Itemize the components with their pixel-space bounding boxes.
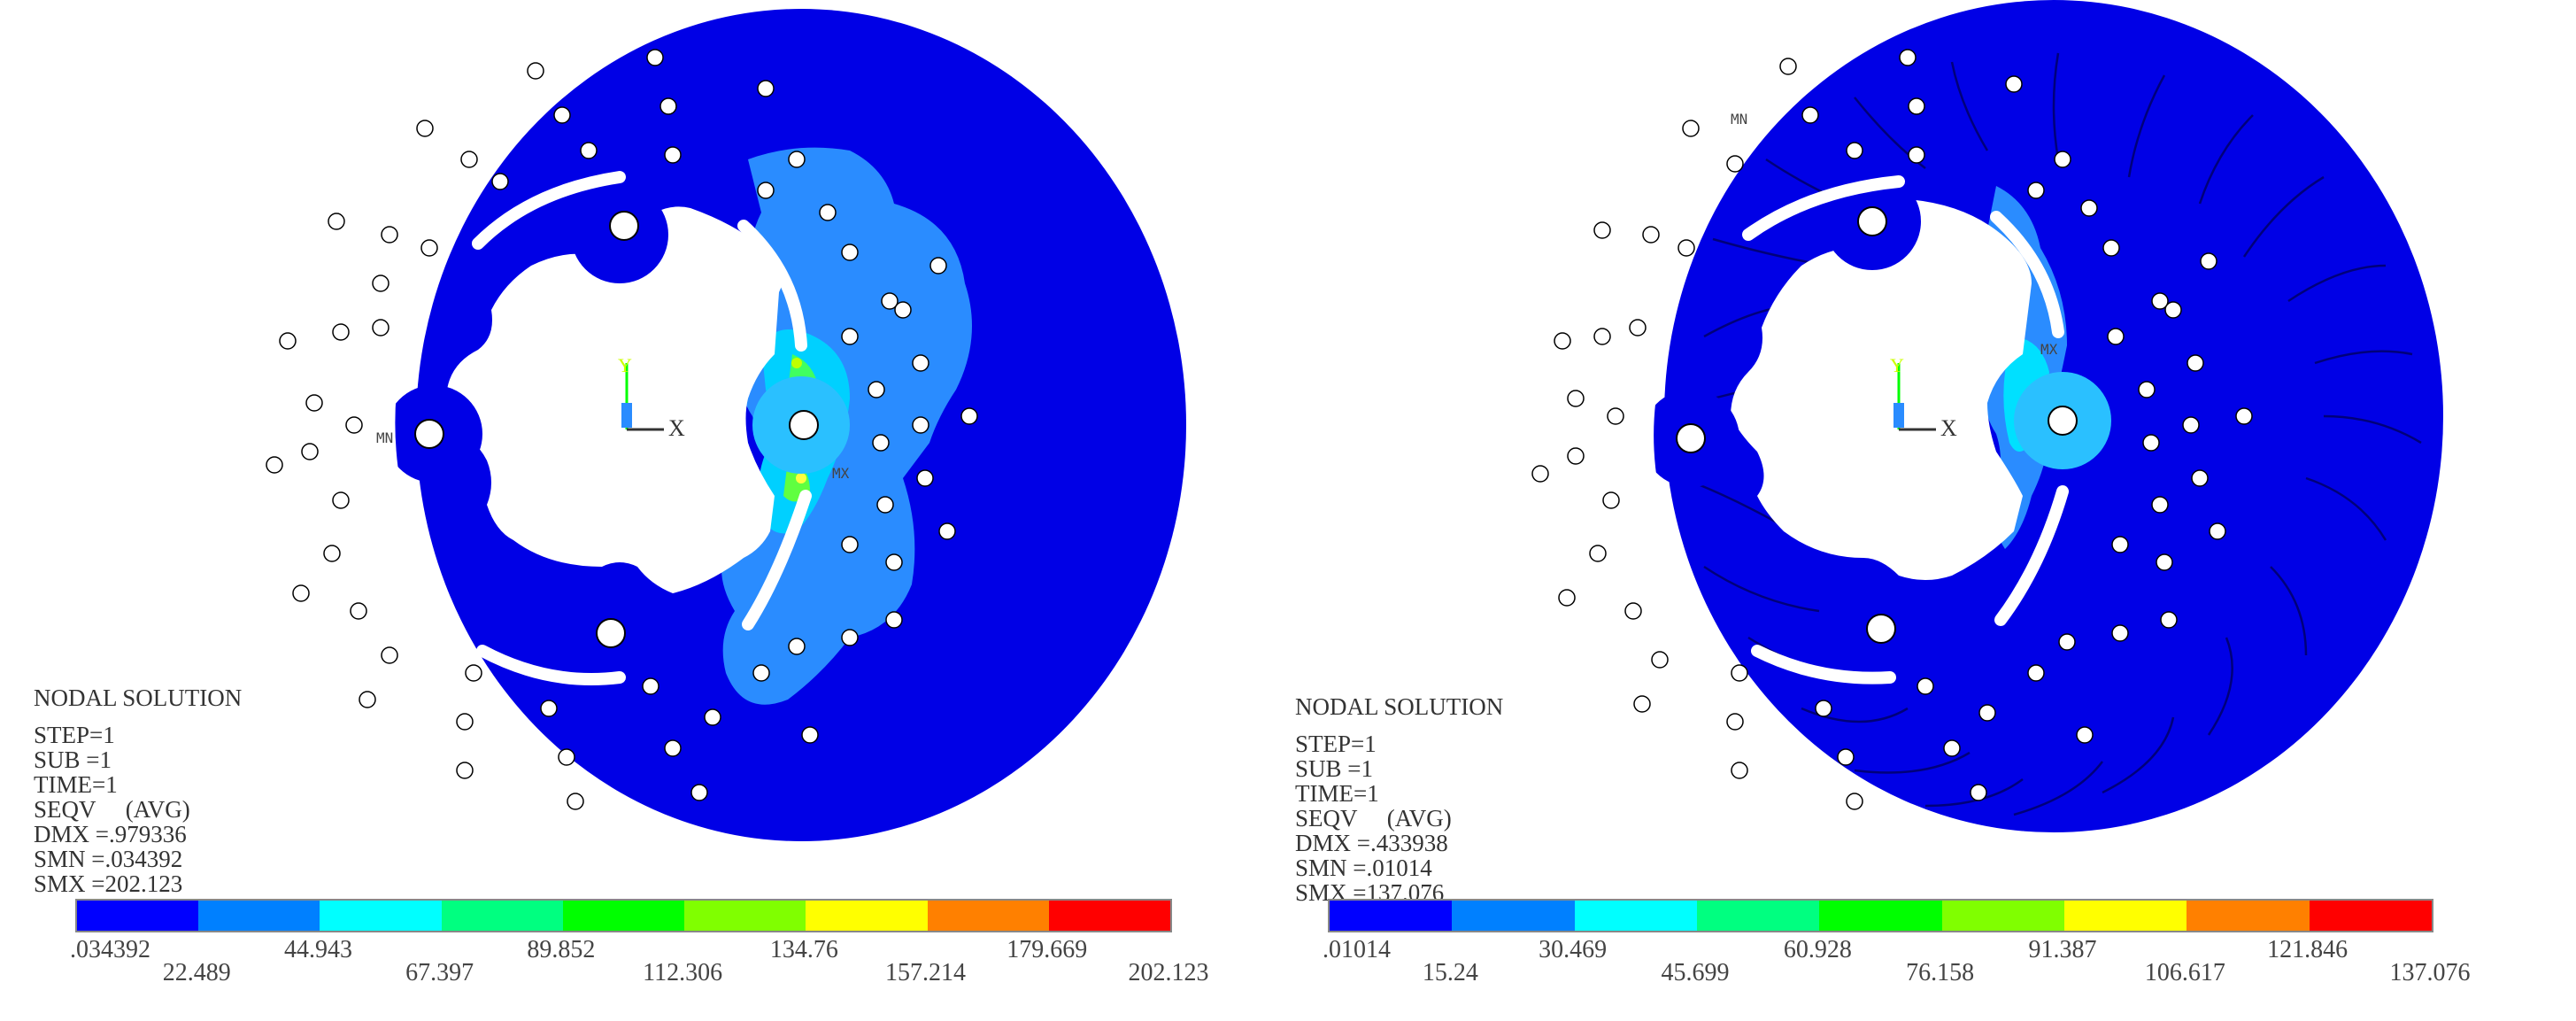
max-marker: MX [832,465,850,482]
slot-right [1990,211,2064,338]
legend-tick-label: 91.387 [2028,936,2097,963]
legend-tick-label: .01014 [1323,936,1391,963]
center-bore [446,206,783,594]
slot-right-lower [1994,485,2069,626]
axis-y-label: Y [1890,354,1904,376]
info-seqv: SEQV (AVG) [1295,805,1452,831]
legend-swatch [806,901,928,931]
legend-tick-label: 22.489 [162,959,231,986]
legend-swatch [1574,901,1697,931]
legend-tick-label: 67.397 [405,959,474,986]
info-dmx: DMX =.979336 [34,821,187,847]
info-time: TIME=1 [1295,780,1379,807]
right-info-block: NODAL SOLUTION STEP=1 SUB =1 TIME=1 SEQV (AV… [1295,645,1503,955]
legend-tick-label: 134.76 [769,936,838,963]
slot-right [737,220,807,352]
slot-left [1641,361,1666,529]
legend-tick-label: 202.123 [1128,959,1209,986]
center-bore [1731,199,2032,580]
legend-tick-label: 44.943 [283,936,352,963]
legend-swatch [1330,901,1453,931]
legend-tick-label: 15.24 [1422,959,1478,986]
legend-tick-label: 179.669 [1006,936,1088,963]
info-smn: SMN =.01014 [1295,855,1432,881]
info-smn: SMN =.034392 [34,846,183,872]
legend-swatch [684,901,806,931]
legend-tick-label: 112.306 [643,959,723,986]
left-brake-disc-contour: Y X MN MX [266,9,1186,841]
legend-tick-label: 60.928 [1783,936,1852,963]
legend-swatch [77,901,199,931]
legend-tick-label: 76.158 [1906,959,1975,986]
legend-tick-label: 157.214 [885,959,967,986]
drilled-holes [266,49,978,810]
legend-tick-label: 137.076 [2389,959,2471,986]
right-panel: Y X MN MX NODAL SOLUTION STEP=1 SUB =1 TIME… [1288,0,2576,1021]
drilled-holes [1531,49,2253,810]
axis-x-label: X [1940,415,1957,441]
info-dmx: DMX =.433938 [1295,830,1448,856]
coordinate-triad: Y X [618,354,685,441]
slot-right-lower [742,490,812,630]
info-seqv: SEQV (AVG) [34,796,190,823]
legend-swatch [1941,901,2064,931]
legend-swatch [1452,901,1575,931]
left-color-legend [75,899,1172,932]
info-step: STEP=1 [1295,731,1377,757]
info-smx: SMX =202.123 [34,870,183,897]
slot-bottom [1751,645,1896,685]
slot-top [1742,175,1905,241]
info-step: STEP=1 [34,722,115,748]
slot-bottom [476,645,626,685]
legend-tick-label: 89.852 [527,936,596,963]
right-brake-disc-contour: Y X MN MX [1531,0,2443,832]
legend-swatch [2187,901,2310,931]
legend-swatch [1048,901,1170,931]
info-time: TIME=1 [34,771,118,798]
min-marker: MN [1731,111,1747,128]
legend-tick-label: 45.699 [1661,959,1730,986]
info-sub: SUB =1 [1295,755,1374,782]
legend-swatch [2309,901,2432,931]
info-title: NODAL SOLUTION [34,685,243,711]
right-color-legend [1328,899,2433,932]
axis-x-label: X [668,415,685,441]
slot-left [382,357,409,529]
legend-tick-label: .034392 [70,936,150,963]
legend-tick-label: 30.469 [1539,936,1608,963]
legend-tick-label: 121.846 [2267,936,2348,963]
legend-tick-label: 106.617 [2144,959,2225,986]
legend-swatch [320,901,442,931]
min-marker: MN [376,429,393,446]
vent-grooves [1677,52,2422,816]
coordinate-triad: Y X [1890,354,1957,441]
legend-swatch [441,901,563,931]
legend-swatch [927,901,1049,931]
axis-y-label: Y [618,354,632,376]
left-panel: Y X MN MX NODAL SOLUTION STEP=1 SUB =1 TIME… [34,9,1209,986]
legend-swatch [1819,901,1942,931]
legend-swatch [1696,901,1820,931]
max-marker: MX [2040,341,2058,358]
info-title: NODAL SOLUTION [1295,693,1504,720]
legend-swatch [198,901,320,931]
legend-swatch [562,901,685,931]
info-sub: SUB =1 [34,746,112,773]
legend-swatch [2063,901,2187,931]
slot-top [472,171,626,250]
left-info-block: NODAL SOLUTION STEP=1 SUB =1 TIME=1 SEQV (AV… [34,636,242,946]
